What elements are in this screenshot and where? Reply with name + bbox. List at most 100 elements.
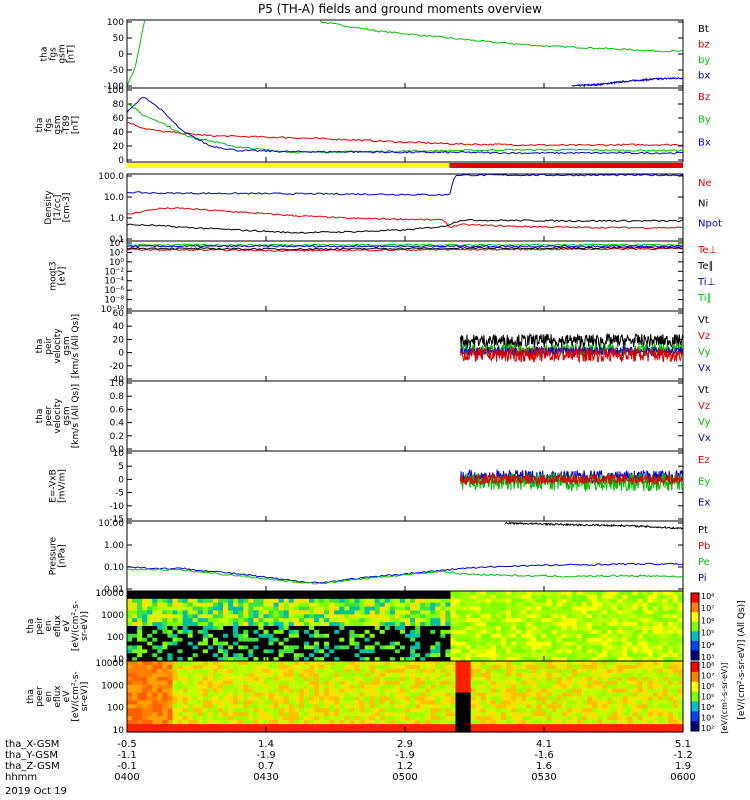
spec-cell (192, 602, 199, 608)
spec-cell (324, 688, 330, 694)
spec-cell (369, 720, 376, 725)
spec-cell (147, 692, 153, 698)
spec-cell (172, 684, 179, 690)
legend-label: Bt (698, 24, 709, 35)
spec-cell (283, 637, 290, 643)
spec-cell (389, 692, 396, 698)
spec-cell (258, 618, 265, 623)
spec-cell (612, 633, 618, 639)
spec-cell (309, 668, 315, 674)
spec-cell (233, 657, 239, 662)
spec-cell (303, 610, 310, 615)
spec-cell (526, 657, 532, 662)
spec-cell (571, 641, 578, 647)
spec-cell (147, 626, 153, 631)
spec-cell (677, 684, 684, 690)
spec-cell (531, 641, 538, 647)
spec-cell (602, 704, 608, 709)
spec-cell (566, 728, 573, 733)
spec-cell (127, 720, 133, 725)
spec-cell (667, 594, 674, 600)
spec-cell (303, 664, 310, 670)
spec-cell (506, 676, 512, 682)
spec-cell (622, 645, 628, 650)
spec-cell (324, 724, 330, 729)
spec-cell (420, 728, 426, 733)
spec-cell (516, 591, 522, 596)
spec-cell (617, 712, 623, 717)
spec-cell (627, 700, 634, 705)
spec-cell (187, 602, 194, 608)
spec-cell (587, 664, 593, 670)
spec-cell (415, 688, 421, 694)
spec-cell (309, 633, 315, 639)
spec-cell (394, 618, 401, 623)
spec-cell (405, 641, 411, 647)
spec-cell (516, 629, 522, 635)
spec-cell (612, 649, 618, 654)
spec-cell (632, 649, 639, 654)
spec-cell (470, 696, 477, 701)
spec-cell (314, 708, 320, 713)
spec-cell (238, 626, 244, 631)
spec-cell (344, 633, 350, 639)
spec-cell (460, 708, 467, 713)
spec-cell (647, 728, 654, 733)
spec-cell (258, 626, 265, 631)
spec-cell (662, 688, 669, 694)
spec-cell (223, 688, 229, 694)
spec-cell (581, 661, 588, 666)
spec-cell (228, 661, 234, 666)
spec-cell (309, 664, 315, 670)
spec-cell (349, 598, 356, 604)
spec-cell (162, 622, 169, 627)
spec-cell (379, 688, 386, 694)
spec-cell (243, 696, 249, 701)
spec-cell (425, 598, 431, 604)
spec-cell (622, 637, 628, 643)
spec-cell (632, 653, 639, 658)
spec-cell (248, 610, 254, 615)
spec-cell (485, 684, 492, 690)
spec-cell (192, 728, 199, 733)
spec-cell (324, 704, 330, 709)
spec-cell (212, 637, 219, 643)
spec-cell (339, 614, 345, 619)
spec-cell (258, 594, 265, 600)
spec-cell (258, 712, 265, 717)
spec-cell (485, 606, 492, 612)
spec-cell (526, 618, 532, 623)
spec-cell (359, 618, 366, 623)
spec-cell (233, 633, 239, 639)
spec-cell (379, 692, 386, 698)
spec-cell (223, 657, 229, 662)
spec-cell (556, 657, 563, 662)
spec-cell (581, 692, 588, 698)
spec-cell (632, 591, 639, 596)
spec-cell (470, 610, 477, 615)
spec-cell (359, 716, 366, 721)
spec-cell (339, 606, 345, 612)
spec-cell (157, 692, 163, 698)
legend-label: Vx (698, 433, 711, 444)
spec-cell (314, 637, 320, 643)
spec-cell (207, 657, 214, 662)
spec-cell (576, 649, 583, 654)
spec-cell (334, 688, 340, 694)
spec-cell (501, 716, 507, 721)
spec-cell (212, 668, 219, 674)
spec-cell (642, 610, 649, 615)
spec-cell (349, 672, 356, 678)
spec-cell (501, 622, 507, 627)
spec-cell (223, 672, 229, 678)
spec-cell (152, 637, 158, 643)
spec-cell (288, 680, 295, 686)
spec-cell (283, 657, 290, 662)
spec-cell (293, 626, 300, 631)
spec-cell (349, 606, 356, 612)
spec-cell (303, 633, 310, 639)
spec-cell (142, 708, 148, 713)
spec-cell (546, 614, 553, 619)
spec-cell (410, 653, 416, 658)
spec-cell (597, 622, 603, 627)
